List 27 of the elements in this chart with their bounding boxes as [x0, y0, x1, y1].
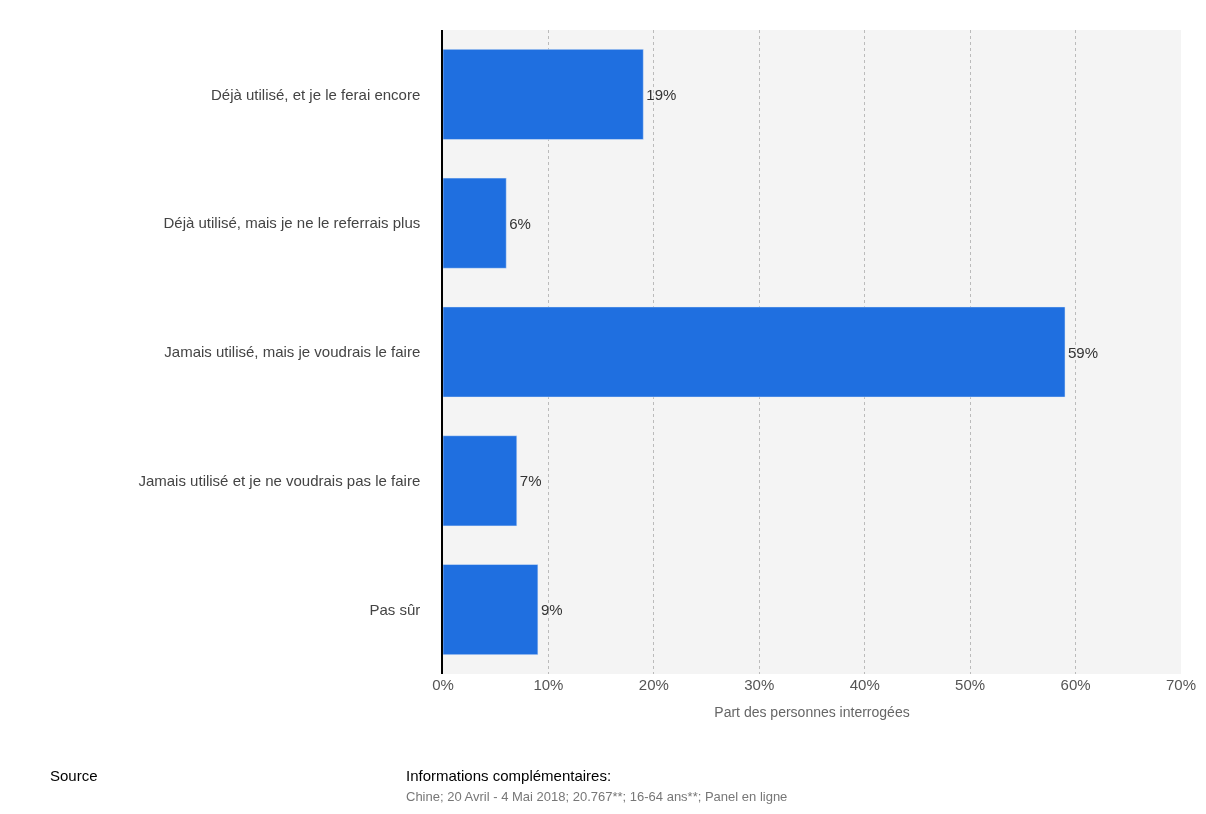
x-tick-label: 40%: [849, 676, 880, 693]
x-tick-label: 20%: [638, 676, 669, 693]
x-tick-label: 70%: [1165, 676, 1197, 693]
y-tick-label: Jamais utilisé, mais je voudrais le faire: [164, 343, 421, 361]
text: Chine; 20 Avril - 4 Mai 2018; 20.767**; 16-64 ans**; Panel en ligne: [406, 789, 788, 804]
x-tick-label: 60%: [1060, 676, 1091, 693]
x-tick-label: 30%: [744, 676, 775, 693]
x-tick-label: 50%: [955, 676, 986, 693]
bar: [443, 306, 1066, 398]
y-tick-label: Pas sûr: [369, 600, 421, 618]
data-label: 7%: [519, 472, 542, 490]
text: Informations complémentaires:: [406, 767, 612, 784]
y-tick-label: Déjà utilisé, et je le ferai encore: [210, 85, 421, 103]
bar: [443, 435, 518, 527]
text: Source: [50, 767, 98, 784]
x-tick-label: 10%: [533, 676, 564, 693]
data-label: 6%: [509, 214, 531, 232]
bar: [443, 564, 539, 655]
data-label: 9%: [540, 601, 563, 619]
x-tick-label: 0%: [432, 676, 454, 693]
data-label: 59%: [1068, 343, 1099, 361]
x-axis-title: Part des personnes interrogées: [714, 704, 910, 721]
bar: [443, 177, 507, 269]
data-label: 19%: [646, 85, 677, 103]
bar: [443, 49, 644, 140]
y-tick-label: Déjà utilisé, mais je ne le referrais plus: [163, 214, 421, 232]
y-tick-label: Jamais utilisé et je ne voudrais pas le faire: [138, 472, 421, 490]
